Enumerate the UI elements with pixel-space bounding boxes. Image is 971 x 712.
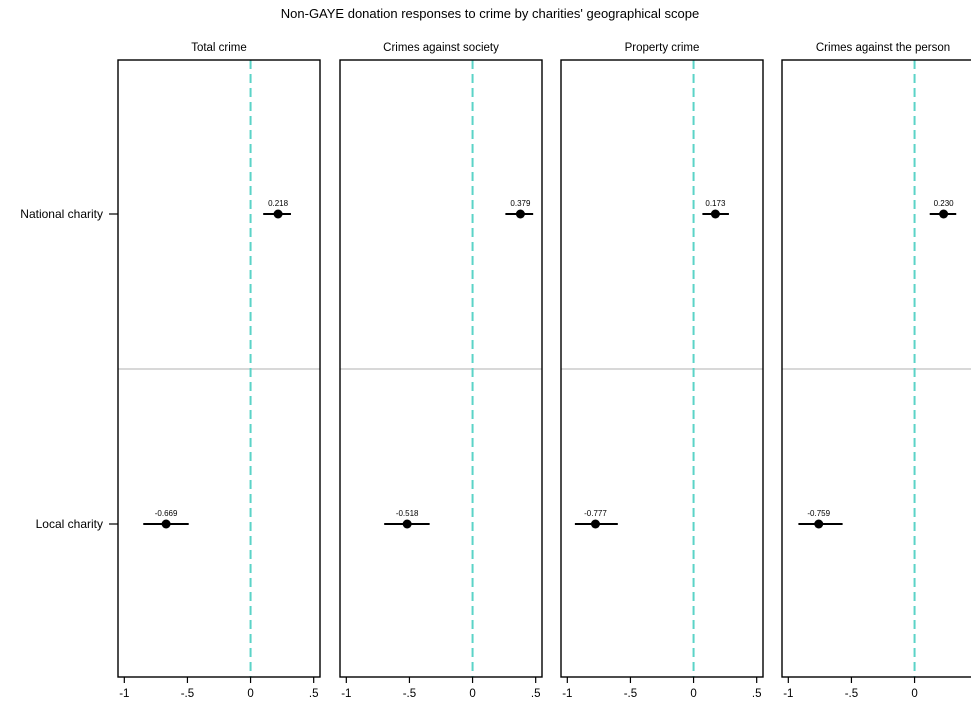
- x-tick-label: -.5: [181, 688, 194, 700]
- facet-panel-4: Crimes against the person-1-.50.50.230-0…: [781, 42, 971, 700]
- chart-title: Non-GAYE donation responses to crime by …: [281, 6, 699, 21]
- x-tick-label: 0: [469, 688, 475, 700]
- x-tick-label: .5: [309, 688, 319, 700]
- y-category-label: Local charity: [36, 517, 103, 531]
- x-tick-label: -1: [783, 688, 793, 700]
- x-tick-label: -1: [341, 688, 351, 700]
- x-tick-label: .5: [531, 688, 541, 700]
- estimate-value-label: 0.173: [705, 199, 726, 208]
- estimate-value-label: -0.669: [155, 509, 178, 518]
- estimate-point: [402, 519, 412, 529]
- estimate-value-label: -0.518: [396, 509, 419, 518]
- facet-panel-3: Property crime -1 -.5 0 .5 0.173 -0.777: [560, 42, 764, 700]
- facet-title: Crimes against society: [383, 42, 499, 54]
- x-tick-label: -.5: [403, 688, 416, 700]
- estimate-value-label: 0.218: [268, 199, 289, 208]
- panel-frame: [339, 59, 543, 678]
- estimate-point: [939, 209, 949, 219]
- estimate-point: [161, 519, 171, 529]
- facet-panel-1: Total crime -1 -.5 0 .5 0.218 -0.669: [117, 42, 321, 700]
- x-tick-label: -1: [119, 688, 129, 700]
- x-tick-label: 0: [247, 688, 253, 700]
- x-tick-label: -1: [562, 688, 572, 700]
- facet-panel-2: Crimes against society -1 -.5 0 .5 0.379 -0.51…: [339, 42, 543, 700]
- estimate-value-label: -0.777: [584, 509, 607, 518]
- estimate-point: [814, 519, 824, 529]
- estimate-value-label: 0.379: [510, 199, 531, 208]
- x-tick-label: 0: [690, 688, 696, 700]
- estimate-value-label: -0.759: [807, 509, 830, 518]
- facet-title: Property crime: [625, 42, 700, 54]
- panel-frame: [560, 59, 764, 678]
- panel-frame: [117, 59, 321, 678]
- x-tick-label: 0: [911, 688, 917, 700]
- facet-title: Total crime: [191, 42, 247, 54]
- panel-frame: [781, 59, 971, 678]
- estimate-point: [273, 209, 283, 219]
- facet-title: Crimes against the person: [816, 42, 950, 54]
- y-category-label: National charity: [20, 207, 103, 221]
- estimate-point: [590, 519, 600, 529]
- estimate-point: [710, 209, 720, 219]
- x-tick-label: .5: [752, 688, 762, 700]
- estimate-point: [515, 209, 525, 219]
- x-tick-label: -.5: [845, 688, 858, 700]
- estimate-value-label: 0.230: [934, 199, 955, 208]
- x-tick-label: -.5: [624, 688, 637, 700]
